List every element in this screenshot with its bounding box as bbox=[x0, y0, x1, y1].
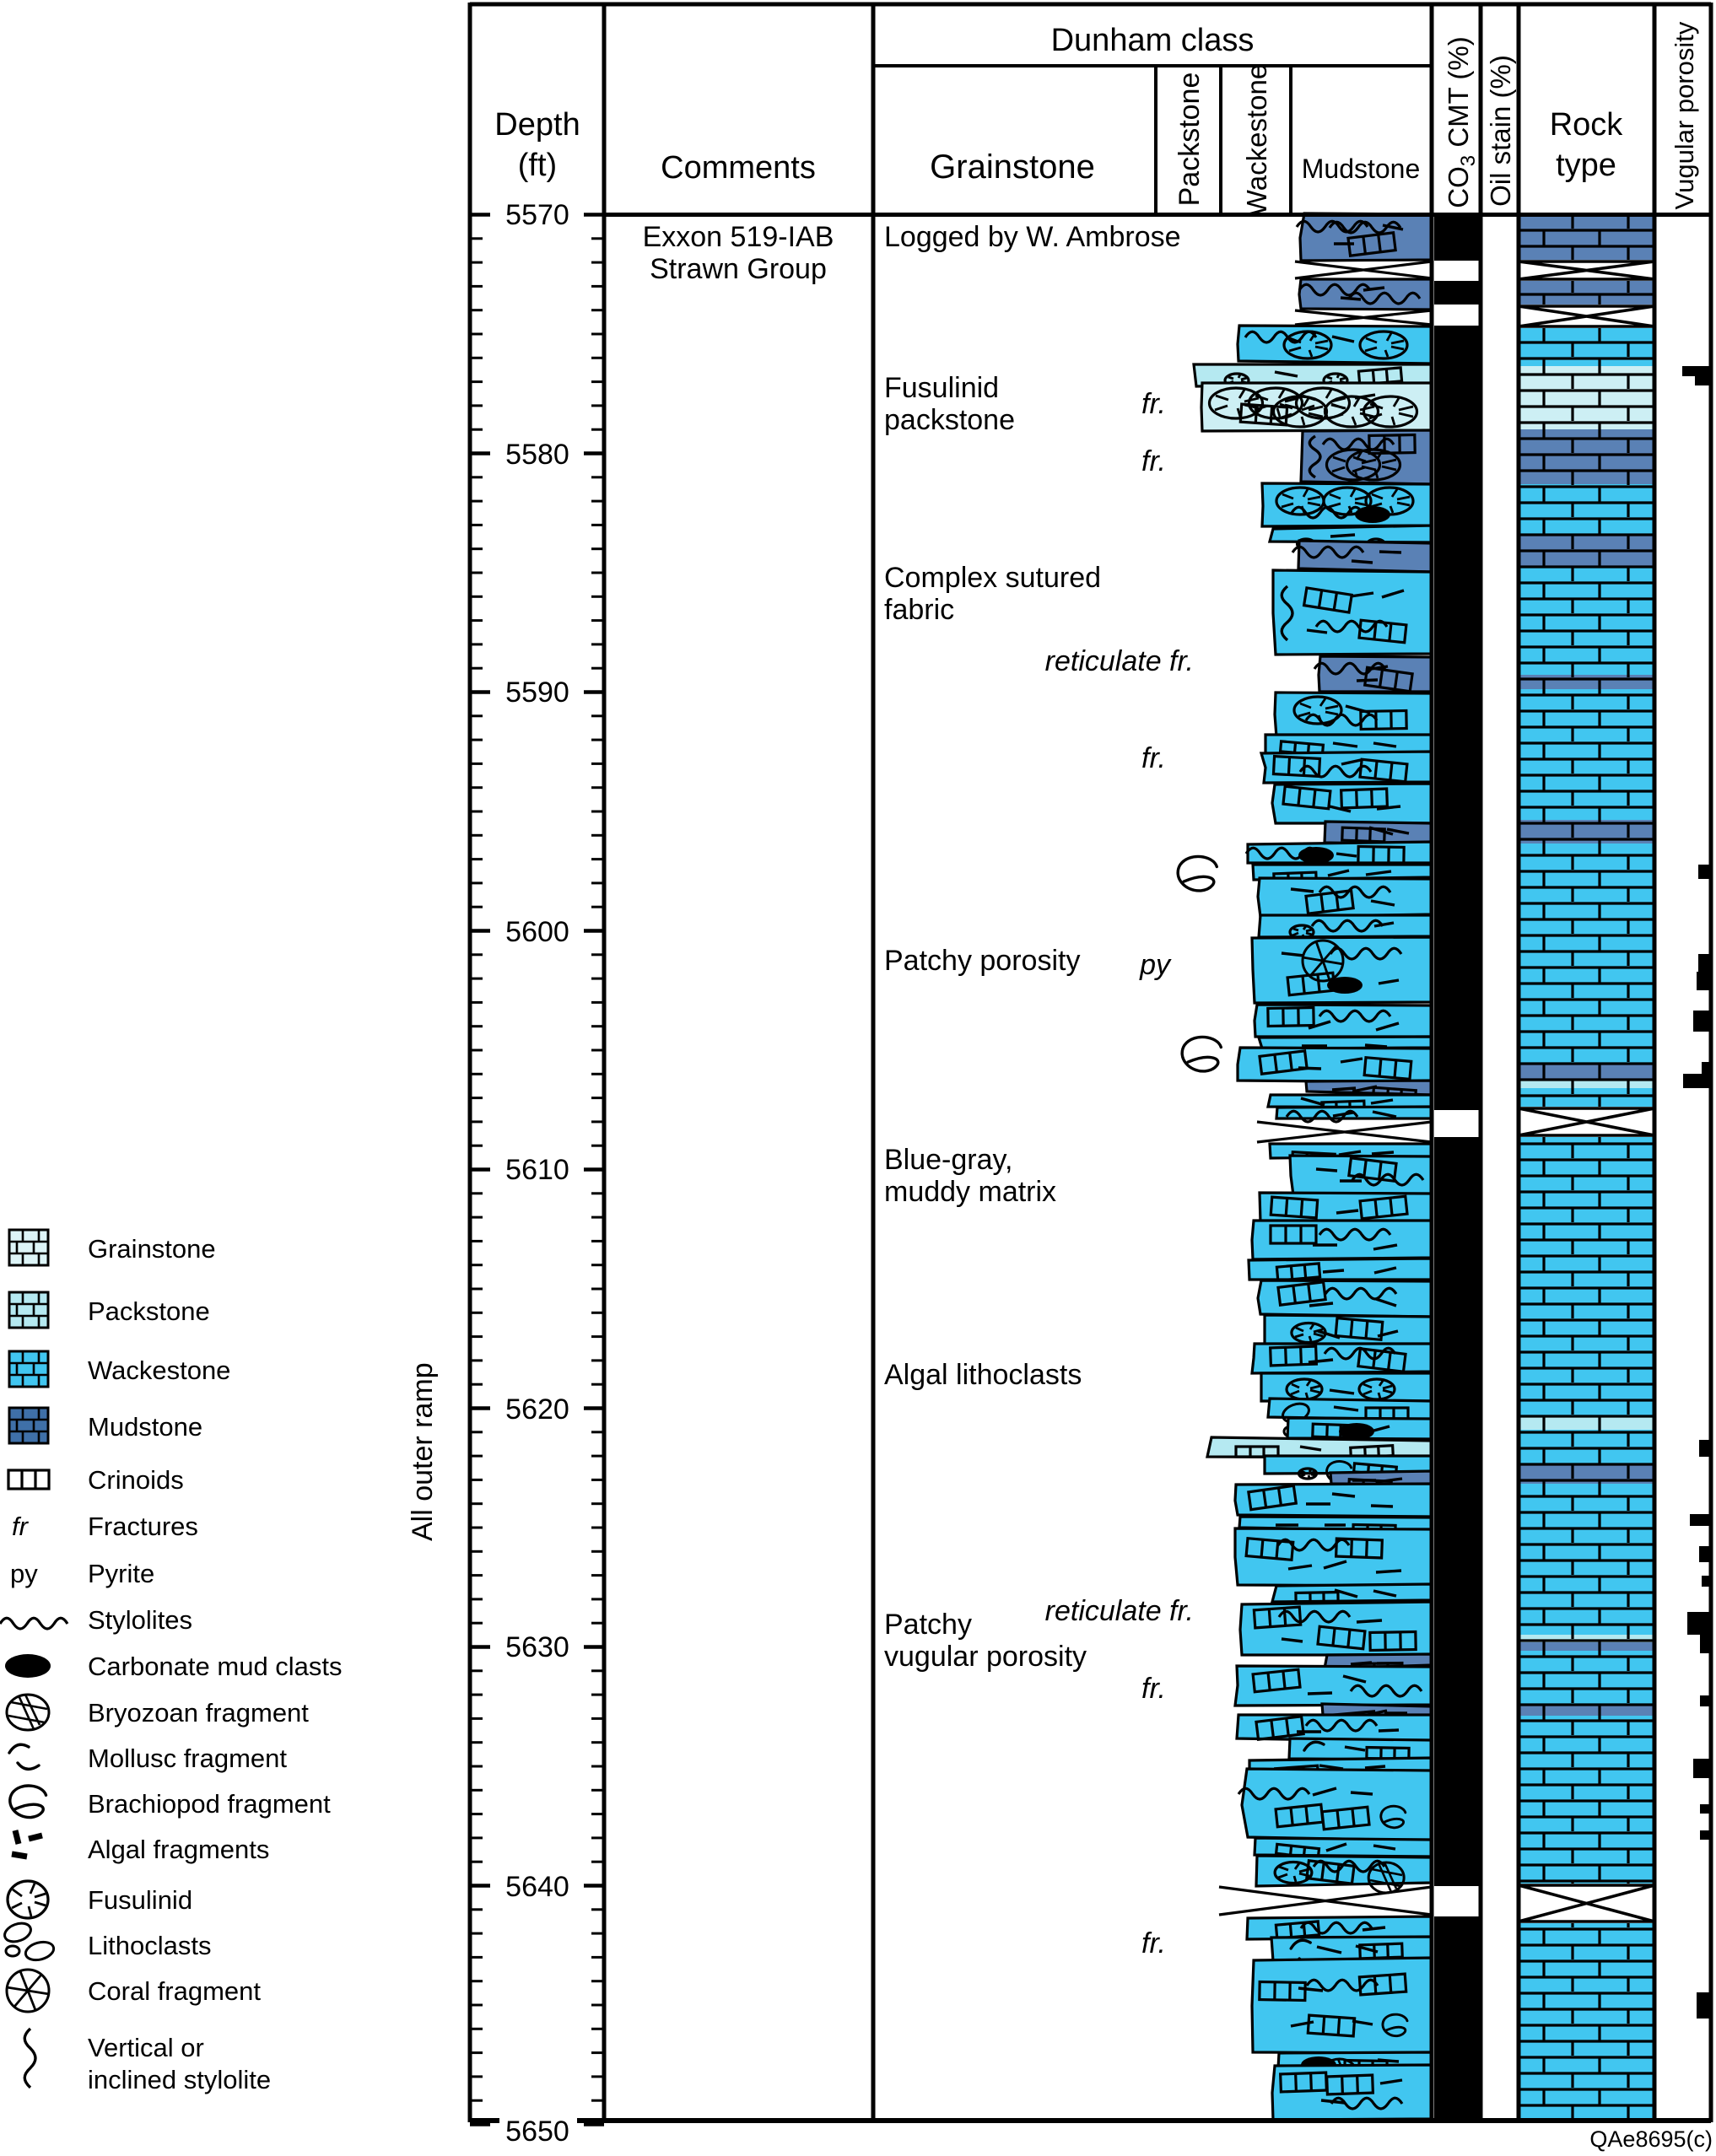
svg-text:Comments: Comments bbox=[661, 150, 816, 186]
svg-text:Wackestone: Wackestone bbox=[88, 1356, 230, 1385]
svg-text:type: type bbox=[1556, 148, 1616, 183]
svg-text:Coral fragment: Coral fragment bbox=[88, 1976, 261, 2006]
svg-text:fr: fr bbox=[12, 1512, 30, 1541]
svg-text:5600: 5600 bbox=[505, 916, 569, 948]
svg-text:Pyrite: Pyrite bbox=[88, 1559, 154, 1588]
svg-text:Algal lithoclasts: Algal lithoclasts bbox=[884, 1359, 1082, 1391]
svg-text:Fusulinid: Fusulinid bbox=[88, 1885, 192, 1915]
svg-text:Lithoclasts: Lithoclasts bbox=[88, 1931, 211, 1960]
svg-text:CO3 CMT (%): CO3 CMT (%) bbox=[1443, 36, 1480, 208]
svg-text:5620: 5620 bbox=[505, 1393, 569, 1426]
svg-text:Wackestone: Wackestone bbox=[1241, 64, 1272, 216]
svg-text:reticulate fr.: reticulate fr. bbox=[1045, 645, 1194, 677]
svg-text:QAe8695(c): QAe8695(c) bbox=[1589, 2126, 1713, 2152]
svg-text:fr.: fr. bbox=[1141, 388, 1166, 420]
svg-text:Rock: Rock bbox=[1550, 107, 1624, 143]
svg-text:vugular porosity: vugular porosity bbox=[884, 1641, 1087, 1673]
svg-text:Brachiopod fragment: Brachiopod fragment bbox=[88, 1789, 331, 1819]
svg-text:All outer ramp: All outer ramp bbox=[407, 1362, 439, 1541]
svg-text:Packstone: Packstone bbox=[88, 1296, 210, 1326]
svg-text:Fusulinid: Fusulinid bbox=[884, 372, 999, 404]
svg-text:5590: 5590 bbox=[505, 676, 569, 709]
svg-text:5630: 5630 bbox=[505, 1631, 569, 1663]
svg-text:Crinoids: Crinoids bbox=[88, 1465, 184, 1495]
svg-text:Logged by W. Ambrose: Logged by W. Ambrose bbox=[884, 221, 1181, 253]
svg-text:Patchy porosity: Patchy porosity bbox=[884, 945, 1080, 977]
svg-text:(ft): (ft) bbox=[518, 148, 557, 183]
svg-text:Strawn Group: Strawn Group bbox=[650, 253, 827, 285]
svg-text:Bryozoan fragment: Bryozoan fragment bbox=[88, 1698, 309, 1727]
svg-text:Mudstone: Mudstone bbox=[88, 1412, 202, 1442]
svg-text:inclined stylolite: inclined stylolite bbox=[88, 2065, 271, 2094]
svg-text:Depth: Depth bbox=[494, 107, 580, 143]
svg-text:5580: 5580 bbox=[505, 439, 569, 471]
svg-text:reticulate fr.: reticulate fr. bbox=[1045, 1595, 1194, 1627]
svg-text:Oil stain (%): Oil stain (%) bbox=[1485, 55, 1516, 207]
svg-text:5570: 5570 bbox=[505, 199, 569, 231]
svg-text:Carbonate mud clasts: Carbonate mud clasts bbox=[88, 1652, 343, 1681]
svg-text:Patchy: Patchy bbox=[884, 1609, 972, 1641]
svg-text:Vugular porosity: Vugular porosity bbox=[1670, 21, 1699, 209]
svg-text:fr.: fr. bbox=[1141, 445, 1166, 477]
svg-text:Dunham class: Dunham class bbox=[1051, 23, 1255, 58]
svg-text:Stylolites: Stylolites bbox=[88, 1605, 192, 1635]
svg-text:5610: 5610 bbox=[505, 1154, 569, 1186]
svg-text:Complex sutured: Complex sutured bbox=[884, 562, 1101, 594]
svg-text:Mudstone: Mudstone bbox=[1302, 154, 1421, 184]
svg-text:py: py bbox=[10, 1559, 38, 1588]
svg-text:fr.: fr. bbox=[1141, 1673, 1166, 1705]
svg-text:Grainstone: Grainstone bbox=[88, 1234, 216, 1264]
svg-text:fr.: fr. bbox=[1141, 1927, 1166, 1959]
svg-text:5640: 5640 bbox=[505, 1871, 569, 1903]
svg-text:5650: 5650 bbox=[505, 2116, 569, 2148]
svg-text:Grainstone: Grainstone bbox=[930, 148, 1095, 186]
svg-text:Blue-gray,: Blue-gray, bbox=[884, 1144, 1012, 1176]
svg-text:Fractures: Fractures bbox=[88, 1512, 198, 1541]
svg-text:muddy matrix: muddy matrix bbox=[884, 1176, 1056, 1208]
svg-text:Exxon 519-IAB: Exxon 519-IAB bbox=[643, 221, 834, 253]
svg-text:Packstone: Packstone bbox=[1174, 73, 1206, 207]
svg-text:Algal fragments: Algal fragments bbox=[88, 1835, 269, 1864]
svg-text:packstone: packstone bbox=[884, 404, 1015, 436]
svg-text:py: py bbox=[1139, 949, 1172, 981]
svg-text:Mollusc fragment: Mollusc fragment bbox=[88, 1744, 287, 1773]
svg-text:fr.: fr. bbox=[1141, 742, 1166, 774]
svg-text:Vertical or: Vertical or bbox=[88, 2033, 204, 2062]
svg-text:fabric: fabric bbox=[884, 594, 954, 626]
